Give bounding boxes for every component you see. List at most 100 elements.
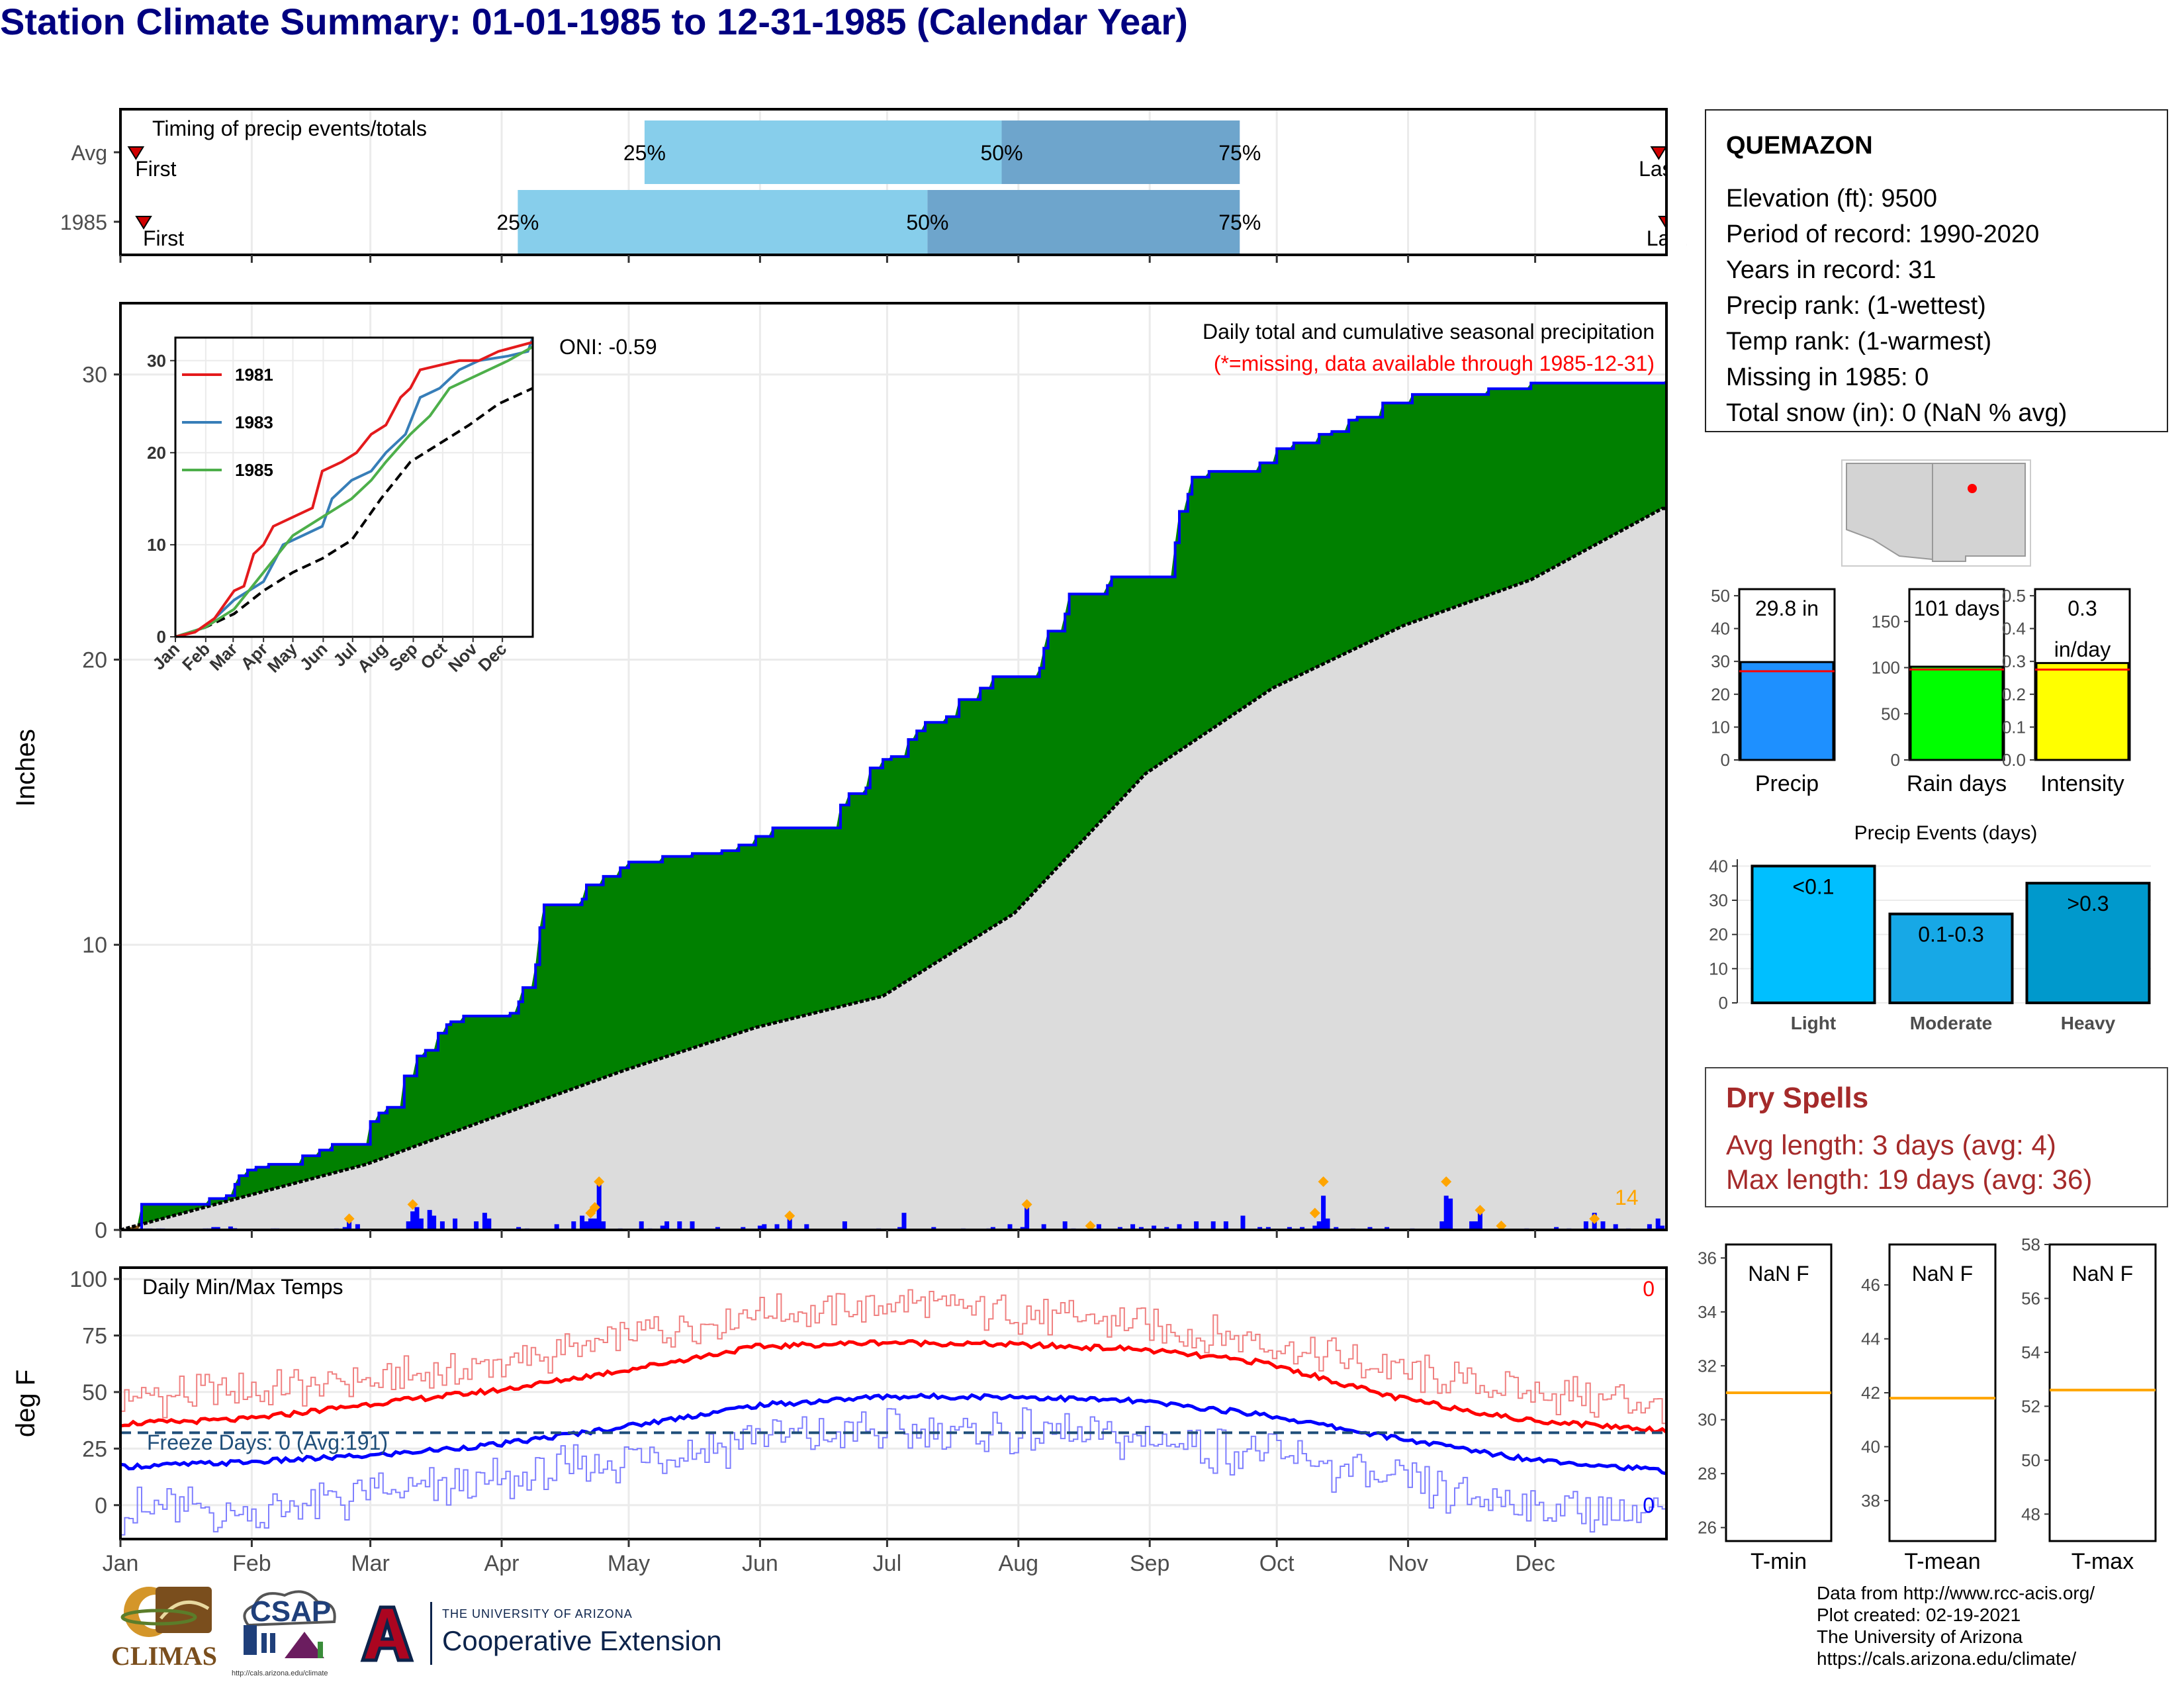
source-line: https://cals.arizona.edu/climate/ (1817, 1648, 2077, 1669)
events-bar-heavy (2025, 882, 2151, 1004)
source-line: Plot created: 02-19-2021 (1817, 1605, 2021, 1625)
small-bar-y-tick-label: 100 (1872, 658, 1900, 678)
source-line: Data from http://www.rcc-acis.org/ (1817, 1583, 2095, 1603)
daily-precip-bar (414, 1207, 420, 1230)
daily-precip-bar (427, 1209, 432, 1230)
daily-precip-marker (1589, 1213, 1600, 1225)
daily-precip-bar (1117, 1227, 1122, 1230)
small-bar-y-tick-label: 10 (1711, 717, 1730, 737)
daily-precip-bar (418, 1218, 424, 1230)
daily-precip-bar (1177, 1224, 1182, 1230)
daily-precip-bar (757, 1225, 762, 1230)
inset-avg-line (175, 387, 533, 638)
main-legend-missing: (*=missing, data available through 1985-… (1214, 352, 1655, 375)
month-tick-label: May (608, 1551, 650, 1576)
above-average-area (120, 380, 1666, 1231)
daily-precip-marker (1475, 1205, 1486, 1216)
daily-precip-bar (406, 1221, 411, 1230)
daily-precip-marker (585, 1207, 596, 1219)
daily-precip-marker (1318, 1176, 1329, 1188)
daily-precip-bar (1469, 1221, 1475, 1230)
timing-label-first: First (143, 226, 184, 250)
timing-label-25: 25% (496, 211, 539, 234)
daily-precip-bar (554, 1224, 559, 1230)
events-category-label: Moderate (1910, 1013, 1992, 1033)
daily-precip-bar (1613, 1224, 1618, 1230)
daily-precip-bar (215, 1227, 220, 1230)
daily-precip-bar (741, 1227, 746, 1230)
events-y-tick-label: 20 (1709, 925, 1728, 945)
daily-precip-bar (774, 1224, 780, 1230)
daily-precip-bar (355, 1224, 360, 1230)
inset-frame (174, 336, 534, 638)
small-bar-y-tick-label: 50 (1881, 704, 1900, 724)
station-location-dot (1968, 484, 1977, 493)
ua-logo-big-text: Cooperative Extension (442, 1625, 722, 1656)
small-bar-label-precip: Precip (1755, 771, 1819, 796)
avg-cumulative-line (120, 506, 1666, 1232)
daily-precip-marker (343, 1213, 355, 1225)
month-tick-label: Feb (232, 1551, 271, 1576)
inset-series-1985 (175, 346, 533, 638)
temp-box-y-tick-label: 30 (1698, 1410, 1717, 1430)
daily-precip-bar (580, 1215, 585, 1230)
daily-precip-bar (1257, 1227, 1263, 1230)
station-period: Period of record: 1990-2020 (1726, 220, 2040, 248)
timing-bar-q25-q50 (644, 120, 1002, 184)
ua-logo (357, 1602, 417, 1665)
daily-precip-bar (762, 1224, 767, 1230)
inset-y-tick-label: 30 (147, 351, 166, 371)
temp-box-y-tick-label: 44 (1861, 1329, 1880, 1349)
daily-precip-bar (1321, 1196, 1326, 1230)
avg-min-temp-line (120, 1392, 1667, 1476)
small-bar-y-tick-label: 30 (1711, 651, 1730, 671)
timing-row-label: Avg (71, 141, 107, 165)
temp-box-y-tick-label: 42 (1861, 1383, 1880, 1403)
daily-precip-bar (660, 1225, 665, 1230)
daily-precip-bar (571, 1221, 576, 1230)
daily-precip-bar (439, 1221, 445, 1230)
temp-box-y-tick-label: 36 (1698, 1248, 1717, 1268)
timing-bar-q50-q75 (927, 190, 1240, 254)
station-elevation: Elevation (ft): 9500 (1726, 185, 1937, 212)
daily-precip-bar (1473, 1221, 1479, 1230)
daily-precip-bar (1647, 1224, 1652, 1230)
climas-logo-text: CLIMAS (111, 1641, 218, 1671)
dry-spells-max: Max length: 19 days (avg: 36) (1726, 1164, 2093, 1195)
month-tick-label: Jun (742, 1551, 778, 1576)
daily-precip-bar (1152, 1225, 1157, 1230)
temp-box-y-tick-label: 50 (2021, 1450, 2040, 1470)
temp-box-value: NaN F (1748, 1262, 1809, 1286)
temp-box-y-tick-label: 28 (1698, 1464, 1717, 1483)
daily-precip-bar (410, 1211, 416, 1230)
station-name: QUEMAZON (1726, 132, 1873, 160)
daily-precip-marker (784, 1210, 796, 1221)
dry-spells-avg: Avg length: 3 days (avg: 4) (1726, 1129, 2056, 1160)
events-y-tick-label: 10 (1709, 959, 1728, 978)
month-tick-label: Jan (103, 1551, 139, 1576)
daily-precip-bar (639, 1221, 644, 1230)
temp-box-y-tick-label: 48 (2021, 1504, 2040, 1524)
temps-panel-border (119, 1266, 1668, 1540)
events-bar-light (1751, 865, 1876, 1005)
events-y-tick-label: 0 (1719, 993, 1728, 1013)
temp-box-y-tick-label: 52 (2021, 1396, 2040, 1416)
ua-logo-small-text: THE UNIVERSITY OF ARIZONA (442, 1607, 633, 1620)
timing-last-marker (1650, 146, 1668, 160)
small-bar-value-intensity: 0.3 (2068, 596, 2097, 620)
daily-max-temp-line (120, 1289, 1667, 1425)
daily-precip-marker (594, 1176, 605, 1188)
events-y-tick-label: 30 (1709, 890, 1728, 910)
daily-precip-marker (1021, 1199, 1032, 1210)
ua-logo-divider (430, 1602, 432, 1665)
daily-precip-bar (1477, 1213, 1482, 1230)
inset-series-1981 (175, 341, 533, 638)
timing-panel-title: Timing of precip events/totals (152, 117, 427, 140)
small-bar-y-tick-label: 20 (1711, 684, 1730, 704)
station-missing: Missing in 1985: 0 (1726, 363, 1929, 391)
daily-precip-bar (1385, 1227, 1390, 1230)
daily-precip-bar (1096, 1224, 1101, 1230)
ua-logo-mark (360, 1605, 414, 1662)
daily-precip-bar (1655, 1218, 1661, 1230)
